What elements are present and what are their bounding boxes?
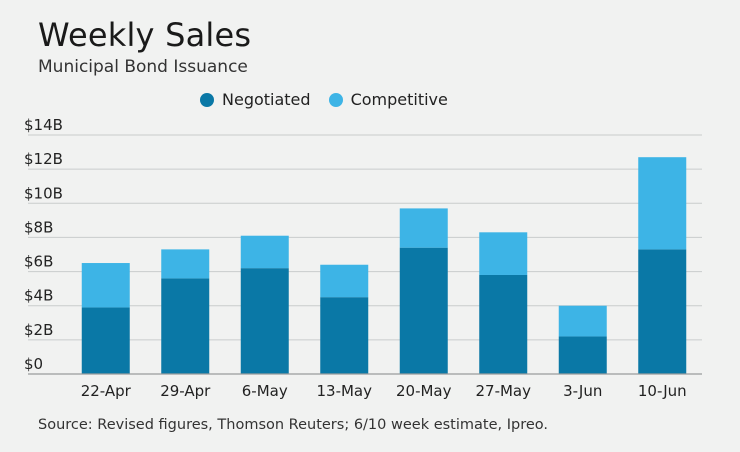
bar-negotiated [240, 268, 289, 374]
source-note: Source: Revised figures, Thomson Reuters… [38, 417, 548, 433]
chart-title: Weekly Sales [38, 16, 252, 54]
legend-item-competitive: Competitive [328, 90, 448, 109]
bar-competitive [399, 208, 448, 248]
bar-negotiated [638, 249, 687, 374]
y-tick-label: $0 [24, 355, 43, 373]
bar-competitive [320, 264, 369, 298]
legend-swatch-negotiated [200, 92, 214, 107]
y-tick-label: $4B [24, 287, 53, 305]
chart-subtitle: Municipal Bond Issuance [38, 57, 248, 77]
bar-competitive [479, 232, 528, 275]
bar-negotiated [81, 307, 130, 374]
bar-competitive [161, 249, 210, 279]
y-tick-label: $8B [24, 218, 53, 236]
y-tick-label: $10B [24, 184, 63, 202]
legend-swatch-competitive [328, 92, 343, 107]
x-tick-label: 3-Jun [563, 382, 602, 400]
bar-negotiated [161, 278, 210, 374]
legend-item-negotiated: Negotiated [200, 90, 311, 109]
bar-competitive [240, 235, 289, 269]
bar-competitive [81, 263, 130, 308]
x-tick-label: 10-Jun [638, 382, 687, 400]
x-tick-label: 6-May [242, 382, 288, 400]
legend: Negotiated Competitive [200, 90, 466, 109]
bar-competitive [638, 157, 687, 250]
legend-label-negotiated: Negotiated [222, 90, 311, 109]
bar-negotiated [558, 336, 607, 374]
bar-negotiated [479, 274, 528, 374]
bar-competitive [558, 305, 607, 337]
x-tick-label: 20-May [396, 382, 452, 400]
y-tick-label: $2B [24, 321, 53, 339]
x-tick-label: 27-May [475, 382, 531, 400]
legend-label-competitive: Competitive [350, 90, 448, 109]
y-tick-label: $6B [24, 253, 53, 271]
x-tick-label: 22-Apr [81, 382, 132, 400]
x-tick-label: 29-Apr [160, 382, 211, 400]
bar-negotiated [399, 247, 448, 374]
x-tick-label: 13-May [316, 382, 372, 400]
y-tick-label: $12B [24, 150, 63, 168]
y-tick-label: $14B [24, 116, 63, 134]
bar-negotiated [320, 297, 369, 374]
